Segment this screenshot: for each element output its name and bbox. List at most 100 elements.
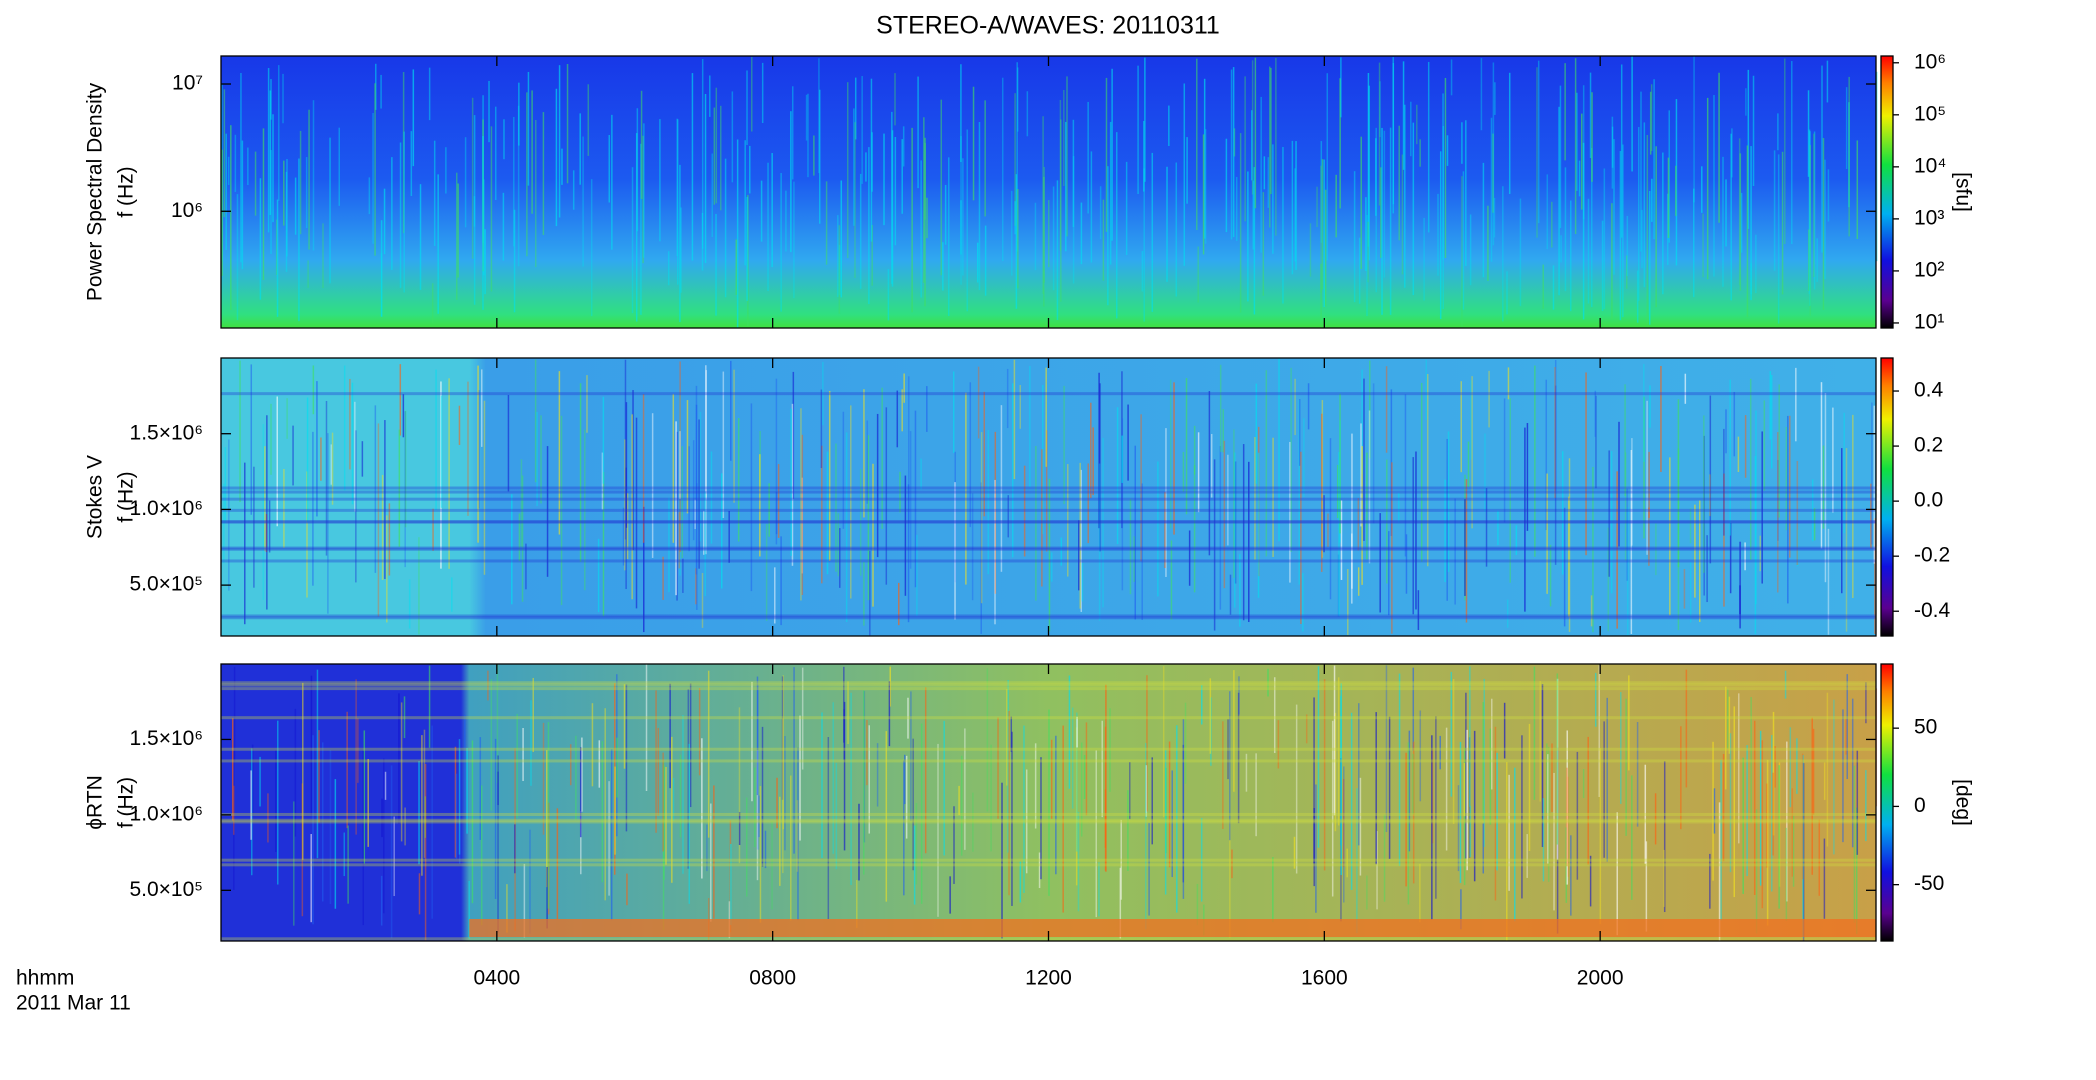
texture-stripe <box>1386 459 1388 584</box>
texture-stripe <box>947 157 950 316</box>
texture-stripe <box>1778 765 1780 909</box>
texture-stripe <box>1611 203 1613 320</box>
texture-stripe <box>1358 237 1361 304</box>
texture-stripe <box>1415 451 1417 610</box>
texture-stripe <box>1680 726 1682 830</box>
texture-stripe <box>1626 215 1629 277</box>
texture-stripe <box>1450 59 1453 96</box>
texture-stripe <box>1563 507 1566 627</box>
texture-stripe <box>338 127 341 206</box>
texture-stripe <box>1379 513 1381 613</box>
texture-stripe <box>1427 61 1430 233</box>
texture-stripe <box>715 213 717 316</box>
texture-stripe <box>1321 159 1324 290</box>
texture-stripe <box>1255 383 1258 484</box>
texture-stripe <box>1606 697 1608 862</box>
texture-stripe <box>1649 385 1651 428</box>
texture-stripe <box>953 806 955 884</box>
texture-stripe <box>1846 674 1849 780</box>
texture-stripe <box>1253 167 1256 315</box>
texture-stripe <box>1376 831 1378 910</box>
texture-stripe <box>1375 138 1377 216</box>
texture-stripe <box>1491 698 1493 790</box>
texture-stripe <box>838 225 841 314</box>
texture-stripe <box>972 792 974 852</box>
texture-stripe <box>1419 710 1422 802</box>
texture-stripe <box>1789 727 1792 808</box>
texture-stripe <box>590 179 593 317</box>
texture-stripe <box>1067 464 1069 577</box>
texture-stripe <box>944 184 947 245</box>
texture-stripe <box>701 572 704 628</box>
texture-stripe <box>1077 811 1080 912</box>
texture-stripe <box>355 679 357 835</box>
texture-stripe <box>704 93 707 264</box>
texture-stripe <box>730 360 732 461</box>
texture-stripe <box>924 143 926 220</box>
texture-stripe <box>1807 90 1810 177</box>
texture-stripe <box>1233 128 1236 157</box>
texture-stripe <box>797 747 799 921</box>
texture-stripe <box>399 364 402 436</box>
texture-stripe <box>451 577 453 612</box>
texture-stripe <box>403 696 406 739</box>
texture-stripe <box>1366 214 1368 316</box>
texture-stripe <box>1587 736 1589 865</box>
texture-stripe <box>761 62 764 124</box>
texture-stripe <box>1738 138 1741 286</box>
texture-stripe <box>825 181 828 265</box>
texture-stripe <box>1771 735 1773 892</box>
texture-stripe <box>1383 814 1386 902</box>
texture-stripe <box>1060 119 1062 302</box>
texture-stripe <box>1773 150 1776 271</box>
texture-stripe <box>909 431 912 569</box>
texture-stripe <box>790 111 792 253</box>
texture-stripe <box>398 693 400 824</box>
texture-stripe <box>1316 186 1318 228</box>
texture-stripe <box>902 126 905 167</box>
texture-stripe <box>354 401 356 512</box>
texture-stripe <box>1852 414 1854 598</box>
texture-stripe <box>1182 451 1185 492</box>
texture-stripe <box>400 702 403 842</box>
texture-stripe <box>1383 130 1386 278</box>
texture-stripe <box>1404 104 1406 288</box>
texture-stripe <box>1007 679 1009 853</box>
texture-stripe <box>715 87 718 204</box>
texture-stripe <box>1001 782 1003 939</box>
texture-stripe <box>1774 746 1776 788</box>
texture-stripe <box>972 86 975 201</box>
texture-stripe <box>343 832 346 877</box>
texture-stripe <box>402 72 405 234</box>
texture-stripe <box>1035 445 1037 601</box>
texture-stripe <box>1566 730 1568 885</box>
texture-stripe <box>904 754 906 805</box>
x-axis-label: 2011 Mar 11 <box>16 992 131 1015</box>
texture-band <box>221 812 1876 816</box>
colorbar-tick-label: 10² <box>1914 258 1944 281</box>
texture-stripe <box>523 863 526 938</box>
texture-stripe <box>1723 473 1725 607</box>
texture-stripe <box>915 803 918 885</box>
texture-stripe <box>1791 61 1793 245</box>
texture-stripe <box>1533 666 1536 800</box>
texture-stripe <box>223 89 226 218</box>
texture-stripe <box>997 717 999 819</box>
texture-stripe <box>1068 675 1071 789</box>
texture-stripe <box>706 824 708 872</box>
texture-stripe <box>1331 720 1334 897</box>
texture-stripe <box>1200 685 1203 725</box>
texture-stripe <box>1733 391 1736 457</box>
texture-stripe <box>1040 757 1042 880</box>
texture-stripe <box>384 771 387 800</box>
texture-stripe <box>1398 493 1400 524</box>
x-tick-label: 1200 <box>1025 967 1072 990</box>
texture-stripe <box>643 506 645 633</box>
colorbar-tick-label: 0 <box>1914 794 1926 817</box>
texture-stripe <box>497 771 499 933</box>
texture-stripe <box>1295 704 1298 874</box>
texture-stripe <box>1157 461 1159 597</box>
texture-stripe <box>1412 753 1414 815</box>
texture-stripe <box>680 207 682 293</box>
texture-stripe <box>1619 151 1622 321</box>
